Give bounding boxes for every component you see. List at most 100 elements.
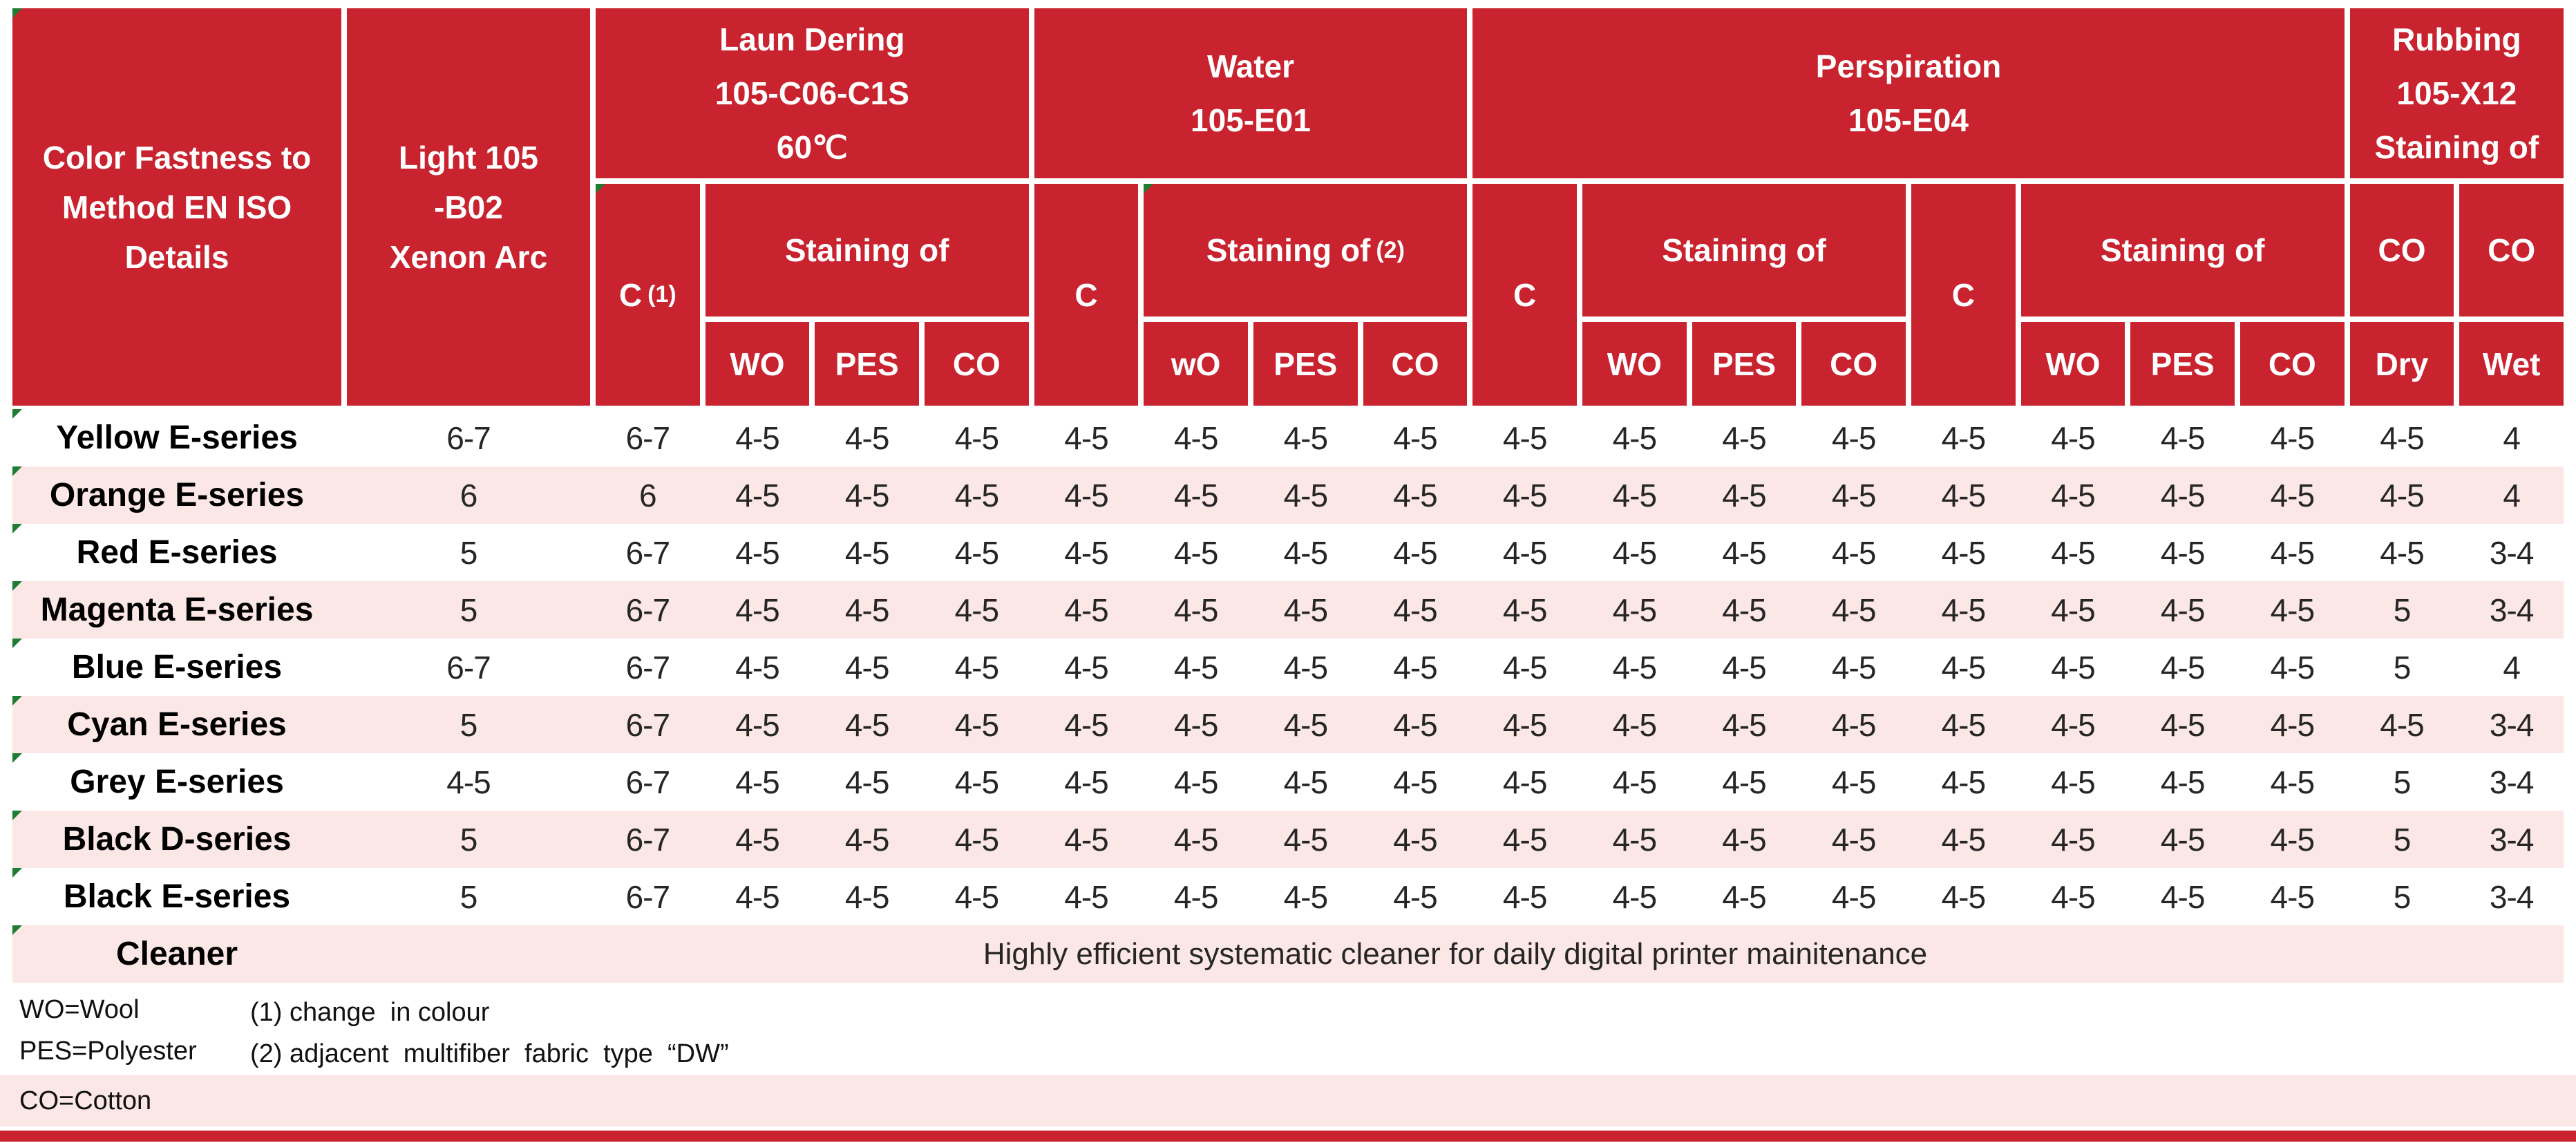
value-cell: 4-5	[844, 477, 889, 513]
cleaner-label: Cleaner	[12, 925, 341, 983]
value-cell: 4-5	[1502, 592, 1547, 628]
value-cell: 5	[460, 592, 478, 628]
value-cell: 4-5	[735, 419, 779, 456]
header-perspiration-wo-1: WO	[1582, 322, 1687, 406]
value-cell: 4-5	[954, 649, 999, 686]
header-rubbing-co-dry: CO	[2349, 184, 2454, 317]
value-cell: 4-5	[2051, 477, 2095, 513]
value-cell: 4-5	[844, 821, 889, 858]
header-group-water: Water 105-E01	[1034, 8, 1468, 178]
value-cell: 4-5	[2051, 649, 2095, 686]
value-cell: 4-5	[2270, 419, 2315, 456]
value-cell: 6-7	[625, 534, 670, 571]
value-cell: 4-5	[2160, 878, 2205, 915]
value-cell: 4-5	[2051, 706, 2095, 743]
value-cell: 5	[2393, 649, 2412, 686]
table-row: Black E-series 5 6-7 4-5 4-5 4-5 4-5 4-5 4-5 4-5 4…	[12, 868, 2564, 925]
value-cell: 4-5	[954, 592, 999, 628]
header-perspiration-staining-2: Staining of	[2020, 184, 2345, 317]
value-cell: 4-5	[1502, 477, 1547, 513]
value-cell: 4-5	[1722, 821, 1766, 858]
value-cell: 4-5	[1502, 419, 1547, 456]
value-cell: 4-5	[1722, 764, 1766, 800]
value-cell: 4-5	[1283, 878, 1328, 915]
value-cell: 6-7	[625, 649, 670, 686]
value-cell: 4-5	[1502, 878, 1547, 915]
row-label: Black D-series	[12, 811, 341, 868]
footnote-co-band: CO=Cotton	[0, 1075, 2576, 1126]
value-cell: 4-5	[1064, 706, 1108, 743]
value-cell: 5	[2393, 592, 2412, 628]
value-cell: 4-5	[2051, 534, 2095, 571]
value-cell: 4-5	[954, 764, 999, 800]
value-cell: 4-5	[1831, 419, 1876, 456]
value-cell: 3-4	[2489, 534, 2534, 571]
value-cell: 4-5	[1064, 764, 1108, 800]
value-cell: 6-7	[446, 649, 491, 686]
header-water-change-col: C	[1034, 184, 1139, 406]
value-cell: 4-5	[735, 821, 779, 858]
value-cell: 6-7	[625, 706, 670, 743]
value-cell: 3-4	[2489, 764, 2534, 800]
value-cell: 4-5	[1173, 477, 1218, 513]
value-cell: 4-5	[1173, 764, 1218, 800]
value-cell: 4-5	[2380, 534, 2424, 571]
value-cell: 4-5	[1064, 592, 1108, 628]
value-cell: 4-5	[1831, 764, 1876, 800]
value-cell: 4-5	[1283, 419, 1328, 456]
header-method-details: Color Fastness to Method EN ISO Details	[12, 8, 341, 406]
value-cell: 6-7	[625, 878, 670, 915]
value-cell: 4-5	[1173, 419, 1218, 456]
value-cell: 4-5	[1941, 706, 1986, 743]
value-cell: 4-5	[2270, 878, 2315, 915]
value-cell: 3-4	[2489, 592, 2534, 628]
value-cell: 6-7	[625, 821, 670, 858]
value-cell: 4-5	[1941, 477, 1986, 513]
header-perspiration-change-col-1: C	[1472, 184, 1577, 406]
value-cell: 4-5	[2270, 706, 2315, 743]
value-cell: 4-5	[735, 649, 779, 686]
value-cell: 4-5	[735, 764, 779, 800]
value-cell: 6-7	[625, 764, 670, 800]
value-cell: 4-5	[844, 592, 889, 628]
value-cell: 4-5	[1283, 821, 1328, 858]
value-cell: 4-5	[1393, 821, 1437, 858]
footnote-co: CO=Cotton	[19, 1086, 152, 1115]
value-cell: 4-5	[2270, 821, 2315, 858]
row-label: Cyan E-series	[12, 696, 341, 753]
value-cell: 4-5	[1502, 649, 1547, 686]
table-row: Black D-series 5 6-7 4-5 4-5 4-5 4-5 4-5 4-5 4-5 4…	[12, 811, 2564, 868]
value-cell: 4-5	[2270, 534, 2315, 571]
value-cell: 4-5	[1064, 534, 1108, 571]
value-cell: 4-5	[2160, 419, 2205, 456]
value-cell: 4-5	[1283, 649, 1328, 686]
value-cell: 4-5	[2270, 649, 2315, 686]
value-cell: 4-5	[1612, 419, 1657, 456]
value-cell: 4-5	[735, 878, 779, 915]
value-cell: 4-5	[1393, 706, 1437, 743]
header-laundering-pes: PES	[815, 322, 919, 406]
value-cell: 4-5	[2160, 592, 2205, 628]
value-cell: 4-5	[844, 878, 889, 915]
value-cell: 4-5	[1283, 477, 1328, 513]
value-cell: 4-5	[1393, 419, 1437, 456]
value-cell: 4-5	[1941, 821, 1986, 858]
value-cell: 4-5	[1393, 477, 1437, 513]
cleaner-row: Cleaner Highly efficient systematic clean…	[12, 925, 2564, 983]
header-water-staining: Staining of (2)	[1144, 184, 1468, 317]
value-cell: 4-5	[1941, 592, 1986, 628]
value-cell: 4-5	[844, 419, 889, 456]
value-cell: 4-5	[1941, 878, 1986, 915]
header-light: Light 105 -B02 Xenon Arc	[347, 8, 590, 406]
row-label: Red E-series	[12, 524, 341, 581]
value-cell: 4-5	[2380, 477, 2424, 513]
value-cell: 4-5	[2160, 821, 2205, 858]
header-perspiration-co-2: CO	[2240, 322, 2345, 406]
value-cell: 4-5	[2051, 764, 2095, 800]
footnote-adjacent-multifiber: (2) adjacent multifiber fabric type “DW”	[250, 1039, 729, 1068]
value-cell: 4-5	[2160, 706, 2205, 743]
value-cell: 4-5	[1722, 534, 1766, 571]
header-group-rubbing: Rubbing 105-X12 Staining of	[2349, 8, 2564, 178]
value-cell: 4-5	[1502, 764, 1547, 800]
